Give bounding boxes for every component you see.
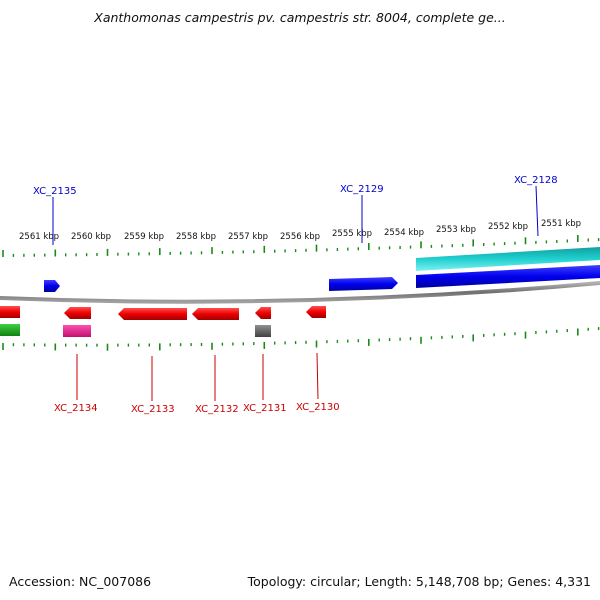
gene-xc2131[interactable] (255, 307, 271, 319)
kbp-label: 2556 kbp (280, 232, 320, 242)
forward-label-group: XC_2135 XC_2129 XC_2128 (33, 175, 558, 245)
gene-xc2135[interactable] (44, 280, 60, 292)
gene-label-xc2132[interactable]: XC_2132 (195, 404, 239, 415)
gene-forward-other[interactable] (416, 247, 600, 271)
kbp-label: 2560 kbp (71, 232, 111, 242)
gene-xc2130[interactable] (306, 306, 326, 318)
genome-backbone (0, 281, 600, 304)
gene-label-xc2135[interactable]: XC_2135 (33, 186, 77, 197)
kbp-label: 2554 kbp (384, 228, 424, 238)
tick-row-outer (2, 235, 600, 257)
kbp-label: 2557 kbp (228, 232, 268, 242)
gene-label-xc2131[interactable]: XC_2131 (243, 403, 287, 414)
gene-label-xc2129[interactable]: XC_2129 (340, 184, 384, 195)
reverse-strand (0, 306, 326, 337)
label-leader (316, 352, 319, 400)
kbp-label: 2561 kbp (19, 232, 59, 242)
genome-summary-text: Topology: circular; Length: 5,148,708 bp… (247, 574, 591, 589)
gene-xc2128[interactable] (416, 265, 600, 288)
gene-reverse-edge[interactable] (0, 306, 20, 318)
gene-label-xc2133[interactable]: XC_2133 (131, 404, 175, 415)
kbp-label: 2552 kbp (488, 222, 528, 232)
reverse-label-group: XC_2134 XC_2133 XC_2132 XC_2131 XC_2130 (54, 352, 340, 415)
map-title: Xanthomonas campestris pv. campestris st… (94, 10, 506, 25)
label-leader (535, 185, 539, 237)
kbp-label-group: 2561 kbp 2560 kbp 2559 kbp 2558 kbp 2557… (19, 219, 581, 242)
tick-row-inner (2, 327, 600, 351)
gene-pseudo[interactable] (255, 325, 271, 337)
gene-label-xc2130[interactable]: XC_2130 (296, 402, 340, 413)
accession-text: Accession: NC_007086 (9, 574, 152, 589)
gene-reverse-other[interactable] (63, 325, 91, 337)
gene-label-xc2134[interactable]: XC_2134 (54, 403, 98, 414)
kbp-label: 2558 kbp (176, 232, 216, 242)
gene-xc2129[interactable] (329, 277, 398, 291)
kbp-label: 2559 kbp (124, 232, 164, 242)
gene-extra-edge[interactable] (0, 324, 20, 336)
gene-xc2134[interactable] (64, 307, 91, 319)
kbp-label: 2553 kbp (436, 225, 476, 235)
gene-xc2133[interactable] (118, 308, 187, 320)
kbp-label: 2551 kbp (541, 219, 581, 229)
gene-label-xc2128[interactable]: XC_2128 (514, 175, 558, 186)
kbp-label: 2555 kbp (332, 229, 372, 239)
gene-xc2132[interactable] (192, 308, 239, 320)
forward-strand (44, 247, 600, 292)
